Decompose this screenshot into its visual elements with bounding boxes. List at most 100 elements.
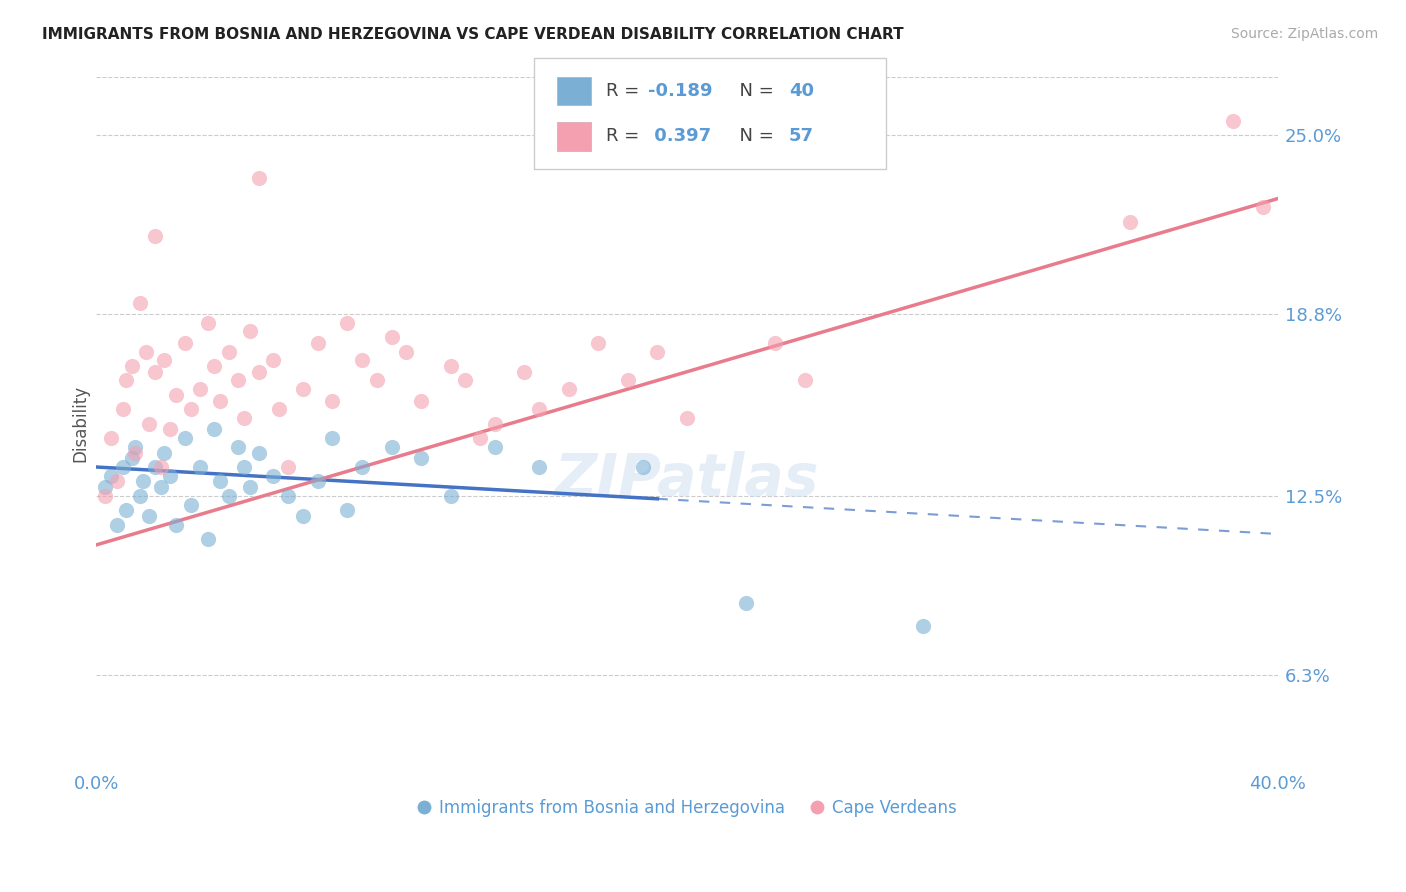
- Point: [226, 373, 249, 387]
- Point: [558, 382, 581, 396]
- Point: [350, 353, 373, 368]
- Point: [513, 365, 536, 379]
- Point: [173, 335, 195, 350]
- Point: [202, 422, 225, 436]
- Point: [484, 440, 506, 454]
- Point: [150, 460, 173, 475]
- Point: [484, 417, 506, 431]
- Point: [150, 480, 173, 494]
- Point: [135, 344, 157, 359]
- Point: [321, 393, 343, 408]
- Point: [307, 475, 329, 489]
- Point: [735, 596, 758, 610]
- Text: R =: R =: [606, 128, 645, 145]
- Point: [1119, 215, 1142, 229]
- Point: [794, 373, 817, 387]
- Point: [366, 373, 388, 387]
- Point: [239, 480, 262, 494]
- Point: [94, 480, 117, 494]
- Point: [143, 365, 166, 379]
- Point: [307, 335, 329, 350]
- Point: [188, 382, 211, 396]
- Point: [529, 460, 551, 475]
- Point: [336, 316, 359, 330]
- Point: [291, 509, 314, 524]
- Point: [105, 517, 128, 532]
- Point: [1222, 113, 1244, 128]
- Text: -0.189: -0.189: [648, 82, 713, 100]
- Point: [409, 393, 432, 408]
- Point: [100, 431, 122, 445]
- Point: [165, 388, 187, 402]
- Point: [269, 402, 291, 417]
- Point: [912, 618, 935, 632]
- Point: [114, 503, 136, 517]
- Point: [588, 335, 610, 350]
- Point: [180, 498, 202, 512]
- Text: N =: N =: [728, 128, 780, 145]
- Point: [111, 402, 134, 417]
- Point: [454, 373, 477, 387]
- Point: [124, 440, 146, 454]
- Point: [100, 468, 122, 483]
- Text: N =: N =: [728, 82, 780, 100]
- Point: [143, 229, 166, 244]
- Point: [226, 440, 249, 454]
- Point: [395, 344, 418, 359]
- Point: [218, 344, 240, 359]
- Point: [336, 503, 359, 517]
- Point: [138, 417, 160, 431]
- Point: [218, 489, 240, 503]
- Point: [380, 440, 402, 454]
- Point: [202, 359, 225, 373]
- Point: [232, 411, 254, 425]
- Point: [529, 402, 551, 417]
- Point: [159, 468, 181, 483]
- Text: R =: R =: [606, 82, 645, 100]
- Point: [277, 489, 299, 503]
- Point: [165, 517, 187, 532]
- Point: [239, 324, 262, 338]
- Point: [409, 451, 432, 466]
- Point: [676, 411, 699, 425]
- Point: [247, 445, 270, 459]
- Point: [765, 335, 787, 350]
- Point: [173, 431, 195, 445]
- Text: IMMIGRANTS FROM BOSNIA AND HERZEGOVINA VS CAPE VERDEAN DISABILITY CORRELATION CH: IMMIGRANTS FROM BOSNIA AND HERZEGOVINA V…: [42, 27, 904, 42]
- Point: [209, 475, 232, 489]
- Text: 0.397: 0.397: [648, 128, 711, 145]
- Point: [439, 489, 461, 503]
- Point: [129, 295, 152, 310]
- Text: Source: ZipAtlas.com: Source: ZipAtlas.com: [1230, 27, 1378, 41]
- Point: [617, 373, 640, 387]
- Point: [197, 532, 219, 546]
- Text: ZIPatlas: ZIPatlas: [554, 450, 820, 508]
- Point: [121, 451, 143, 466]
- Point: [121, 359, 143, 373]
- Point: [247, 365, 270, 379]
- Point: [105, 475, 128, 489]
- Point: [124, 445, 146, 459]
- Y-axis label: Disability: Disability: [72, 385, 89, 462]
- Point: [94, 489, 117, 503]
- Text: 40: 40: [789, 82, 814, 100]
- Point: [247, 171, 270, 186]
- Point: [114, 373, 136, 387]
- Point: [232, 460, 254, 475]
- Point: [262, 353, 284, 368]
- Point: [291, 382, 314, 396]
- Point: [138, 509, 160, 524]
- Legend: Immigrants from Bosnia and Herzegovina, Cape Verdeans: Immigrants from Bosnia and Herzegovina, …: [411, 793, 963, 824]
- Point: [197, 316, 219, 330]
- Point: [188, 460, 211, 475]
- Point: [468, 431, 491, 445]
- Point: [129, 489, 152, 503]
- Point: [1251, 200, 1274, 214]
- Point: [143, 460, 166, 475]
- Point: [350, 460, 373, 475]
- Point: [159, 422, 181, 436]
- Point: [209, 393, 232, 408]
- Point: [153, 353, 176, 368]
- Point: [132, 475, 155, 489]
- Text: 57: 57: [789, 128, 814, 145]
